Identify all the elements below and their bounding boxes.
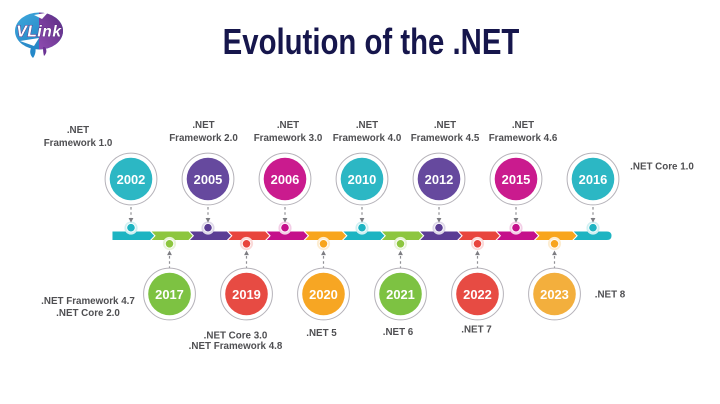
svg-text:.NET 6: .NET 6 bbox=[383, 327, 414, 338]
svg-text:.NET: .NET bbox=[192, 120, 214, 131]
svg-text:.NET: .NET bbox=[67, 125, 89, 136]
svg-text:2016: 2016 bbox=[579, 172, 608, 187]
svg-text:2017: 2017 bbox=[155, 287, 184, 302]
svg-text:2020: 2020 bbox=[309, 287, 338, 302]
svg-text:2006: 2006 bbox=[271, 172, 300, 187]
svg-text:2010: 2010 bbox=[348, 172, 377, 187]
svg-text:.NET Framework 4.7: .NET Framework 4.7 bbox=[41, 296, 135, 307]
svg-text:.NET 5: .NET 5 bbox=[306, 328, 337, 339]
svg-text:2021: 2021 bbox=[386, 287, 415, 302]
svg-text:2002: 2002 bbox=[117, 172, 146, 187]
svg-text:Framework 1.0: Framework 1.0 bbox=[44, 138, 113, 149]
svg-text:.NET: .NET bbox=[277, 120, 299, 131]
svg-text:.NET Framework 4.8: .NET Framework 4.8 bbox=[189, 341, 283, 352]
svg-text:.NET 7: .NET 7 bbox=[461, 325, 492, 336]
svg-text:Framework 2.0: Framework 2.0 bbox=[169, 133, 238, 144]
svg-text:2023: 2023 bbox=[540, 287, 569, 302]
svg-text:Framework 3.0: Framework 3.0 bbox=[254, 133, 323, 144]
svg-text:2012: 2012 bbox=[425, 172, 454, 187]
svg-text:Framework 4.5: Framework 4.5 bbox=[411, 133, 480, 144]
svg-text:Framework 4.0: Framework 4.0 bbox=[333, 133, 402, 144]
svg-text:Framework 4.6: Framework 4.6 bbox=[489, 133, 558, 144]
svg-text:2015: 2015 bbox=[502, 172, 531, 187]
svg-text:.NET: .NET bbox=[356, 120, 378, 131]
svg-text:2022: 2022 bbox=[463, 287, 492, 302]
svg-text:.NET: .NET bbox=[512, 120, 534, 131]
svg-text:.NET 8: .NET 8 bbox=[595, 290, 626, 301]
svg-text:.NET Core 3.0: .NET Core 3.0 bbox=[204, 330, 268, 341]
svg-text:2005: 2005 bbox=[194, 172, 223, 187]
svg-text:.NET Core 1.0: .NET Core 1.0 bbox=[630, 162, 694, 173]
svg-text:2019: 2019 bbox=[232, 287, 261, 302]
svg-text:VLink: VLink bbox=[16, 24, 62, 41]
svg-text:.NET Core 2.0: .NET Core 2.0 bbox=[56, 308, 120, 319]
svg-text:.NET: .NET bbox=[434, 120, 456, 131]
